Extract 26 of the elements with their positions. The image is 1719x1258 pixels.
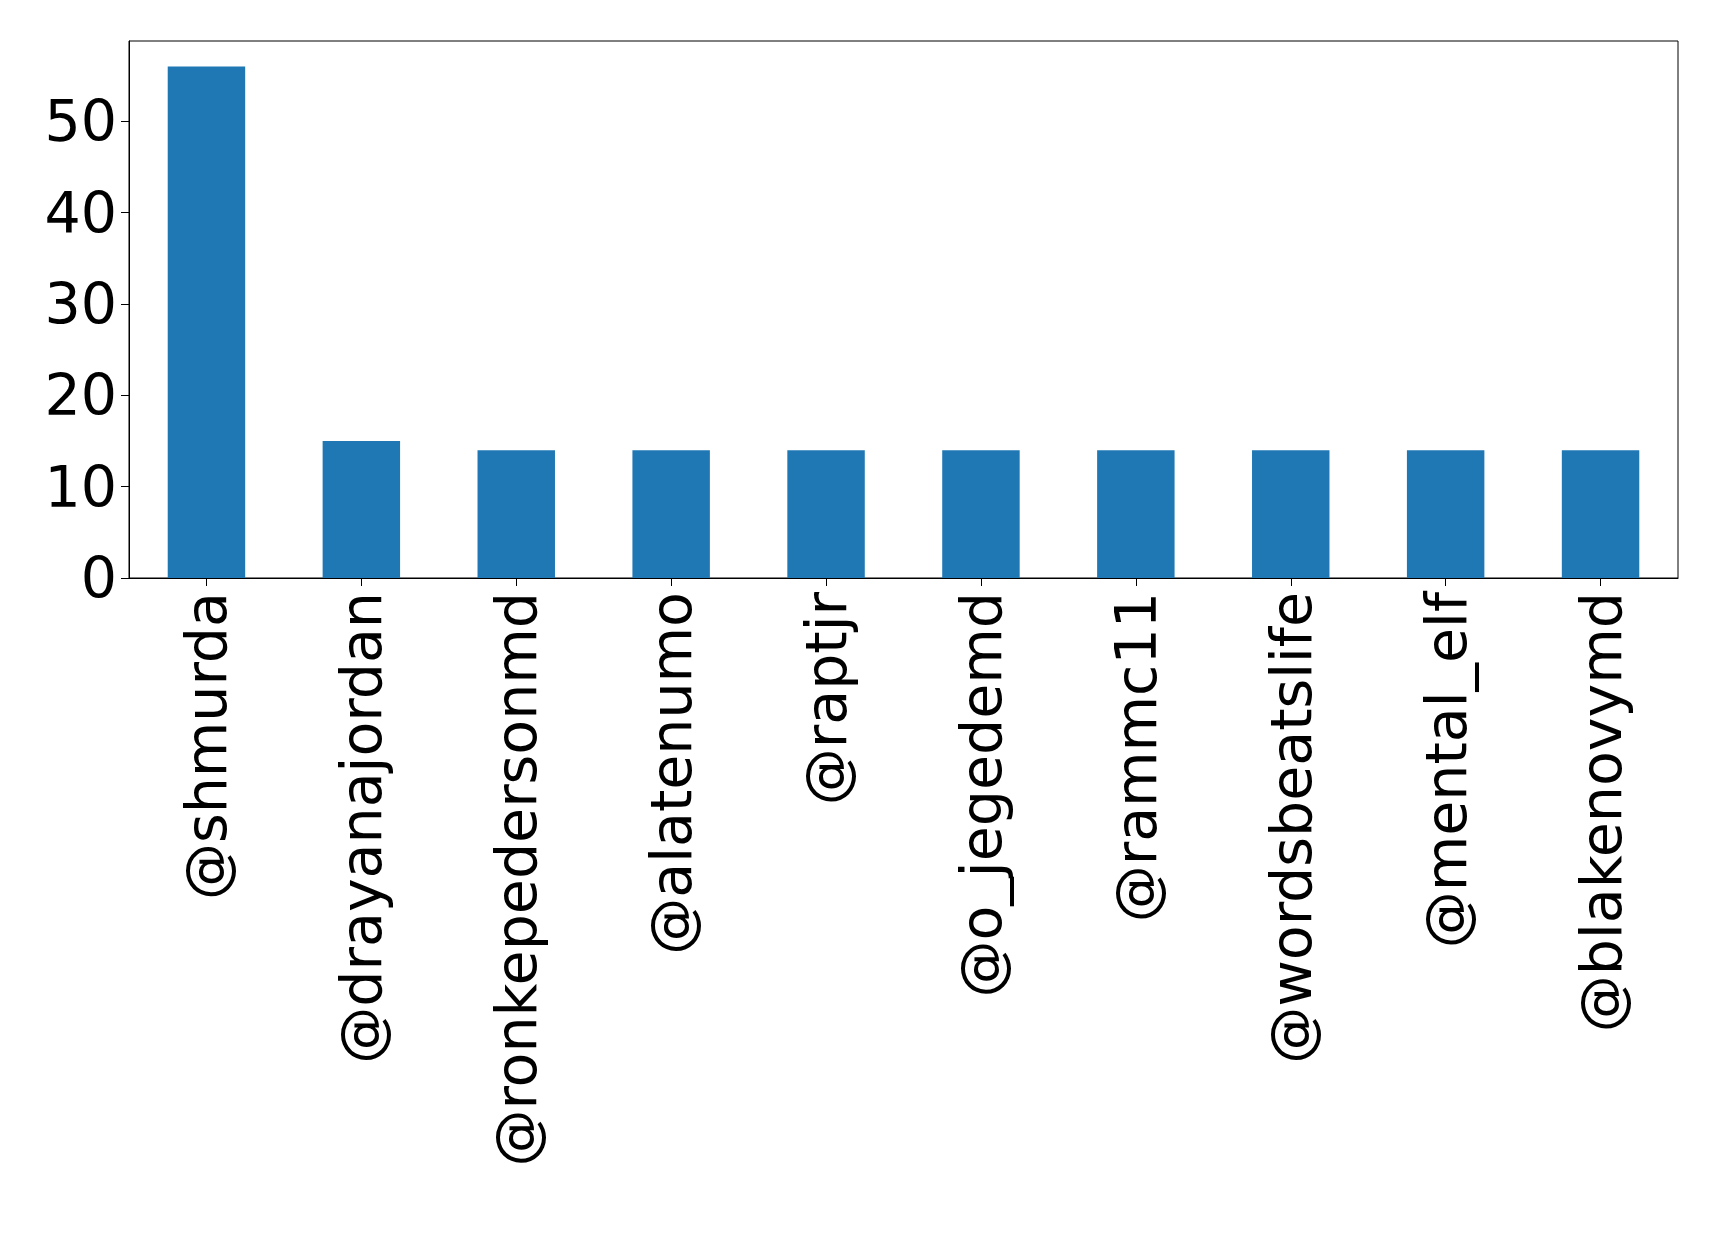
bar (322, 441, 401, 578)
x-tick-label: @alatenumo (638, 592, 705, 955)
x-tick-label: @raptjr (793, 591, 860, 806)
bar (1561, 450, 1640, 578)
bar (942, 450, 1020, 578)
bar (1252, 450, 1330, 578)
y-tick-label: 40 (44, 179, 117, 246)
x-tick-label: @ronkepedersonmd (483, 592, 550, 1167)
x-tick-label: @wordsbeatslife (1257, 592, 1324, 1064)
x-tick-label: @blakenovymd (1567, 592, 1634, 1033)
x-tick-label: @drayanajordan (328, 592, 395, 1064)
x-tick-label: @o_jegedemd (947, 592, 1014, 998)
bar (787, 450, 865, 578)
bar (477, 450, 555, 578)
y-tick-label: 50 (44, 88, 117, 155)
bar (167, 66, 246, 578)
x-tick-label: @shmurda (173, 592, 240, 901)
x-tick-label: @rammc11 (1102, 592, 1169, 923)
x-tick-label: @mental_elf (1412, 590, 1479, 949)
y-tick-label: 20 (44, 362, 117, 429)
bar (632, 450, 710, 578)
y-tick-label: 0 (80, 545, 117, 611)
bar (1097, 450, 1175, 578)
bar (1406, 450, 1485, 578)
y-tick-label: 30 (44, 271, 117, 338)
y-tick-label: 10 (44, 453, 117, 520)
